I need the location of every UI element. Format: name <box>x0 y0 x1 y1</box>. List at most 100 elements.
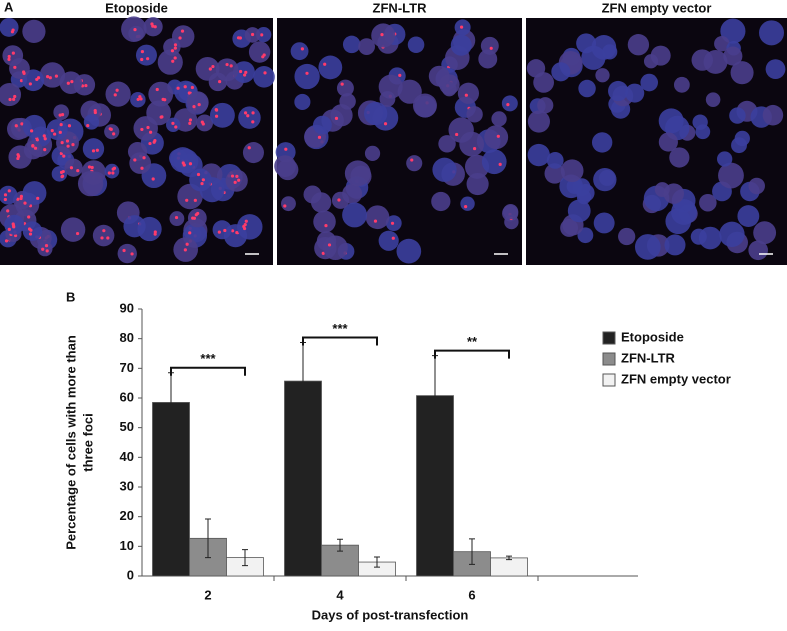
nucleus <box>339 93 356 110</box>
nucleus <box>759 20 784 46</box>
focus <box>242 226 247 231</box>
focus <box>45 249 49 253</box>
nucleus <box>432 157 457 182</box>
focus <box>506 103 510 107</box>
y-tick-label: 70 <box>120 360 134 375</box>
nucleus <box>53 104 70 121</box>
nucleus <box>189 168 212 192</box>
focus <box>174 125 178 129</box>
nucleus <box>406 155 423 172</box>
focus <box>498 162 502 166</box>
focus <box>69 166 74 170</box>
focus <box>62 154 66 158</box>
focus <box>36 196 40 200</box>
focus <box>19 196 23 201</box>
focus <box>60 113 65 117</box>
nucleus <box>22 19 46 44</box>
nucleus <box>450 34 472 56</box>
nucleus <box>625 83 645 103</box>
focus <box>185 198 189 202</box>
nucleus <box>595 68 610 83</box>
nucleus <box>242 142 264 164</box>
focus <box>173 43 178 47</box>
nucleus <box>484 125 509 150</box>
focus <box>13 65 17 69</box>
nucleus <box>502 203 519 220</box>
nucleus <box>364 101 388 126</box>
nucleus <box>378 230 399 251</box>
focus <box>115 88 119 92</box>
nucleus <box>294 93 311 111</box>
focus <box>3 193 8 197</box>
focus <box>71 142 75 147</box>
focus <box>244 70 248 74</box>
focus <box>238 36 242 40</box>
focus <box>102 229 106 233</box>
focus <box>340 82 344 86</box>
focus <box>75 231 80 236</box>
x-tick-label: 4 <box>336 587 344 602</box>
focus <box>70 80 74 84</box>
focus <box>146 57 150 61</box>
focus <box>109 127 113 131</box>
nucleus <box>537 97 554 114</box>
focus <box>317 135 322 139</box>
legend-swatch <box>602 352 616 366</box>
focus <box>235 174 239 178</box>
focus <box>59 123 63 127</box>
nucleus <box>695 124 711 140</box>
focus <box>112 132 116 136</box>
nucleus <box>237 214 263 240</box>
focus <box>30 129 34 133</box>
nucleus <box>748 240 769 261</box>
focus <box>130 252 134 256</box>
focus <box>11 222 15 226</box>
focus <box>76 169 80 173</box>
focus <box>67 124 72 128</box>
focus <box>192 216 196 220</box>
focus <box>140 57 144 62</box>
nucleus <box>2 45 24 66</box>
y-tick-label: 20 <box>120 508 134 523</box>
nucleus <box>705 92 721 107</box>
nucleus <box>544 163 565 184</box>
y-tick-label: 90 <box>120 300 134 315</box>
focus <box>6 209 10 213</box>
focus <box>153 232 157 236</box>
nucleus <box>22 181 47 205</box>
nucleus <box>196 114 214 132</box>
focus <box>28 232 33 236</box>
focus <box>472 146 477 151</box>
focus <box>218 80 222 84</box>
error-bar <box>506 555 512 561</box>
y-tick-label: 80 <box>120 330 134 345</box>
focus <box>65 139 70 143</box>
focus <box>251 120 255 124</box>
focus <box>107 171 111 175</box>
significance-label: ** <box>467 334 478 349</box>
nucleus <box>316 231 337 251</box>
focus <box>10 30 15 34</box>
focus <box>211 64 215 69</box>
focus <box>239 69 243 74</box>
y-axis-label: three foci <box>80 413 95 472</box>
nucleus <box>634 234 661 260</box>
nucleus <box>501 95 518 112</box>
panel-label: A <box>4 0 14 14</box>
focus <box>66 81 70 85</box>
nucleus <box>77 170 104 197</box>
focus <box>391 236 395 240</box>
focus <box>140 166 144 170</box>
focus <box>86 124 90 128</box>
nucleus <box>762 104 784 126</box>
focus <box>327 243 332 247</box>
nucleus <box>765 59 786 80</box>
nucleus <box>466 172 489 196</box>
nucleus <box>460 196 475 211</box>
nucleus <box>602 44 618 60</box>
nucleus <box>730 61 754 85</box>
focus <box>48 76 52 80</box>
nucleus <box>342 35 361 54</box>
nucleus <box>643 54 659 69</box>
